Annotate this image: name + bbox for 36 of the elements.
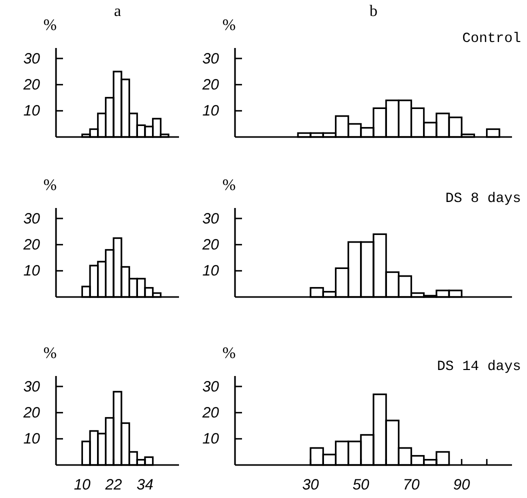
y-tick-label: 30 — [23, 50, 41, 68]
x-tick-label: 70 — [402, 476, 420, 494]
y-tick-label: 20 — [201, 236, 220, 254]
y-axis-title: % — [222, 17, 236, 34]
x-tick-label: 30 — [302, 476, 320, 494]
y-tick-label: 30 — [202, 50, 220, 68]
y-tick-label: 10 — [23, 430, 41, 448]
text: DS 14 days — [436, 359, 521, 375]
chart-title: b — [370, 3, 378, 20]
y-axis-title: % — [43, 345, 57, 362]
y-axis-title: % — [43, 177, 57, 194]
y-tick-label: 30 — [202, 378, 220, 396]
y-tick-label: 20 — [22, 404, 41, 422]
y-tick-label: 20 — [201, 76, 220, 94]
y-axis-title: % — [43, 17, 57, 34]
y-tick-label: 30 — [23, 378, 41, 396]
y-tick-label: 30 — [23, 210, 41, 228]
y-tick-label: 20 — [22, 236, 41, 254]
x-tick-label: 90 — [453, 476, 471, 494]
x-tick-label: 50 — [352, 476, 370, 494]
text: DS 8 days — [445, 191, 521, 207]
x-tick-label: 34 — [136, 476, 154, 494]
y-tick-label: 20 — [201, 404, 220, 422]
x-tick-label: 10 — [74, 476, 92, 494]
y-tick-label: 10 — [202, 430, 220, 448]
y-tick-label: 20 — [22, 76, 41, 94]
y-tick-label: 10 — [23, 102, 41, 120]
y-tick-label: 10 — [202, 262, 220, 280]
text: Control — [462, 31, 521, 47]
x-tick-label: 22 — [104, 476, 123, 494]
y-axis-title: % — [222, 345, 236, 362]
y-tick-label: 10 — [23, 262, 41, 280]
chart-title: a — [114, 3, 122, 20]
y-tick-label: 10 — [202, 102, 220, 120]
y-tick-label: 30 — [202, 210, 220, 228]
y-axis-title: % — [222, 177, 236, 194]
